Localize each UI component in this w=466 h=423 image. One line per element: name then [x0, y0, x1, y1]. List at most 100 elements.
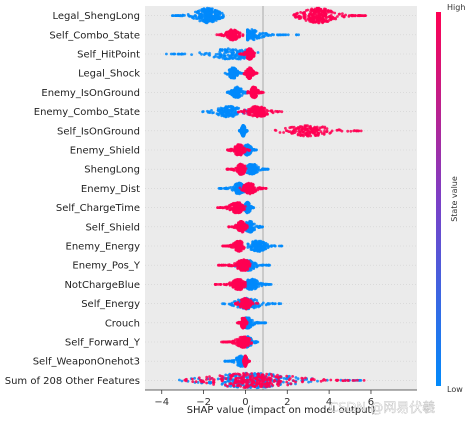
beeswarm-point: [230, 89, 234, 92]
beeswarm-point: [259, 281, 263, 285]
beeswarm-point: [318, 126, 322, 130]
beeswarm-point: [249, 93, 253, 96]
beeswarm-point: [237, 259, 241, 263]
beeswarm-point: [207, 19, 211, 23]
feature-label: Enemy_Energy: [66, 242, 141, 253]
beeswarm-point: [230, 29, 233, 32]
beeswarm-point: [347, 15, 351, 18]
beeswarm-point: [226, 113, 230, 116]
beeswarm-point: [358, 14, 362, 17]
beeswarm-point: [279, 33, 283, 37]
beeswarm-point: [238, 249, 241, 253]
beeswarm-point: [235, 169, 239, 172]
beeswarm-point: [230, 56, 234, 60]
beeswarm-point: [227, 34, 231, 38]
beeswarm-point: [233, 147, 237, 150]
beeswarm-point: [299, 134, 302, 138]
beeswarm-point: [299, 131, 302, 135]
beeswarm-point: [242, 282, 246, 285]
beeswarm-point: [235, 285, 239, 289]
beeswarm-point: [250, 280, 253, 284]
beeswarm-point: [239, 52, 243, 56]
beeswarm-point: [317, 8, 321, 12]
beeswarm-point: [249, 56, 252, 60]
feature-label: Self_HitPoint: [77, 50, 140, 61]
beeswarm-point: [261, 167, 265, 171]
beeswarm-point: [232, 210, 236, 214]
feature-label: Legal_ShengLong: [52, 11, 140, 22]
beeswarm-point: [346, 129, 350, 133]
beeswarm-point: [259, 186, 263, 190]
beeswarm-point: [243, 111, 246, 115]
beeswarm-point: [242, 108, 246, 112]
beeswarm-point: [237, 129, 241, 133]
beeswarm-point: [187, 14, 191, 18]
beeswarm-point: [227, 302, 231, 306]
beeswarm-point: [315, 7, 319, 11]
beeswarm-point: [284, 126, 287, 130]
beeswarm-point: [228, 75, 232, 79]
beeswarm-point: [296, 11, 299, 15]
beeswarm-point: [224, 244, 228, 248]
beeswarm-point: [328, 14, 332, 18]
beeswarm-point: [235, 225, 239, 229]
beeswarm-point: [311, 8, 315, 12]
beeswarm-point: [297, 17, 301, 20]
beeswarm-point: [323, 10, 327, 13]
beeswarm-point: [275, 33, 279, 37]
feature-label: Self_Shield: [85, 222, 140, 233]
beeswarm-point: [220, 263, 224, 267]
beeswarm-point: [213, 11, 217, 15]
beeswarm-point: [273, 244, 277, 248]
beeswarm-point: [260, 246, 264, 250]
beeswarm-point: [318, 14, 322, 17]
beeswarm-point: [302, 11, 306, 15]
beeswarm-point: [255, 241, 259, 245]
beeswarm-point: [247, 70, 251, 74]
beeswarm-point: [259, 263, 263, 267]
beeswarm-point: [284, 33, 288, 37]
beeswarm-point: [293, 13, 297, 17]
beeswarm-point: [255, 279, 259, 282]
beeswarm-point: [304, 19, 308, 22]
beeswarm-point: [329, 9, 333, 13]
beeswarm-point: [312, 18, 316, 22]
beeswarm-point: [227, 105, 231, 108]
beeswarm-point: [206, 12, 210, 16]
beeswarm-point: [305, 132, 309, 135]
beeswarm-point: [229, 32, 232, 36]
beeswarm-point: [333, 11, 337, 15]
beeswarm-point: [238, 55, 242, 58]
beeswarm-point: [294, 16, 298, 19]
beeswarm-point: [280, 110, 284, 114]
beeswarm-point: [232, 285, 235, 289]
beeswarm-point: [204, 12, 208, 16]
beeswarm-point: [216, 107, 220, 110]
beeswarm-point: [237, 90, 241, 94]
beeswarm-point: [268, 302, 272, 306]
beeswarm-point: [246, 242, 250, 246]
beeswarm-point: [252, 51, 256, 54]
beeswarm-point: [216, 13, 219, 16]
beeswarm-point: [291, 131, 295, 135]
beeswarm-point: [248, 163, 252, 167]
beeswarm-point: [233, 32, 237, 36]
beeswarm-point: [252, 53, 256, 57]
beeswarm-point: [241, 163, 244, 167]
beeswarm-point: [324, 17, 328, 20]
beeswarm-point: [207, 53, 211, 56]
feature-row: Legal_ShengLong: [52, 6, 417, 25]
beeswarm-point: [298, 14, 301, 18]
feature-label: Self_IsOnGround: [57, 126, 140, 137]
beeswarm-point: [334, 17, 338, 21]
beeswarm-point: [218, 33, 222, 37]
feature-label: Enemy_Combo_State: [34, 107, 140, 118]
beeswarm-point: [228, 92, 232, 95]
beeswarm-point: [341, 12, 344, 16]
beeswarm-point: [352, 129, 356, 133]
beeswarm-point: [255, 148, 258, 152]
beeswarm-point: [225, 57, 228, 60]
beeswarm-point: [284, 129, 288, 133]
feature-label: Enemy_Shield: [70, 146, 140, 157]
beeswarm-point: [315, 125, 319, 129]
